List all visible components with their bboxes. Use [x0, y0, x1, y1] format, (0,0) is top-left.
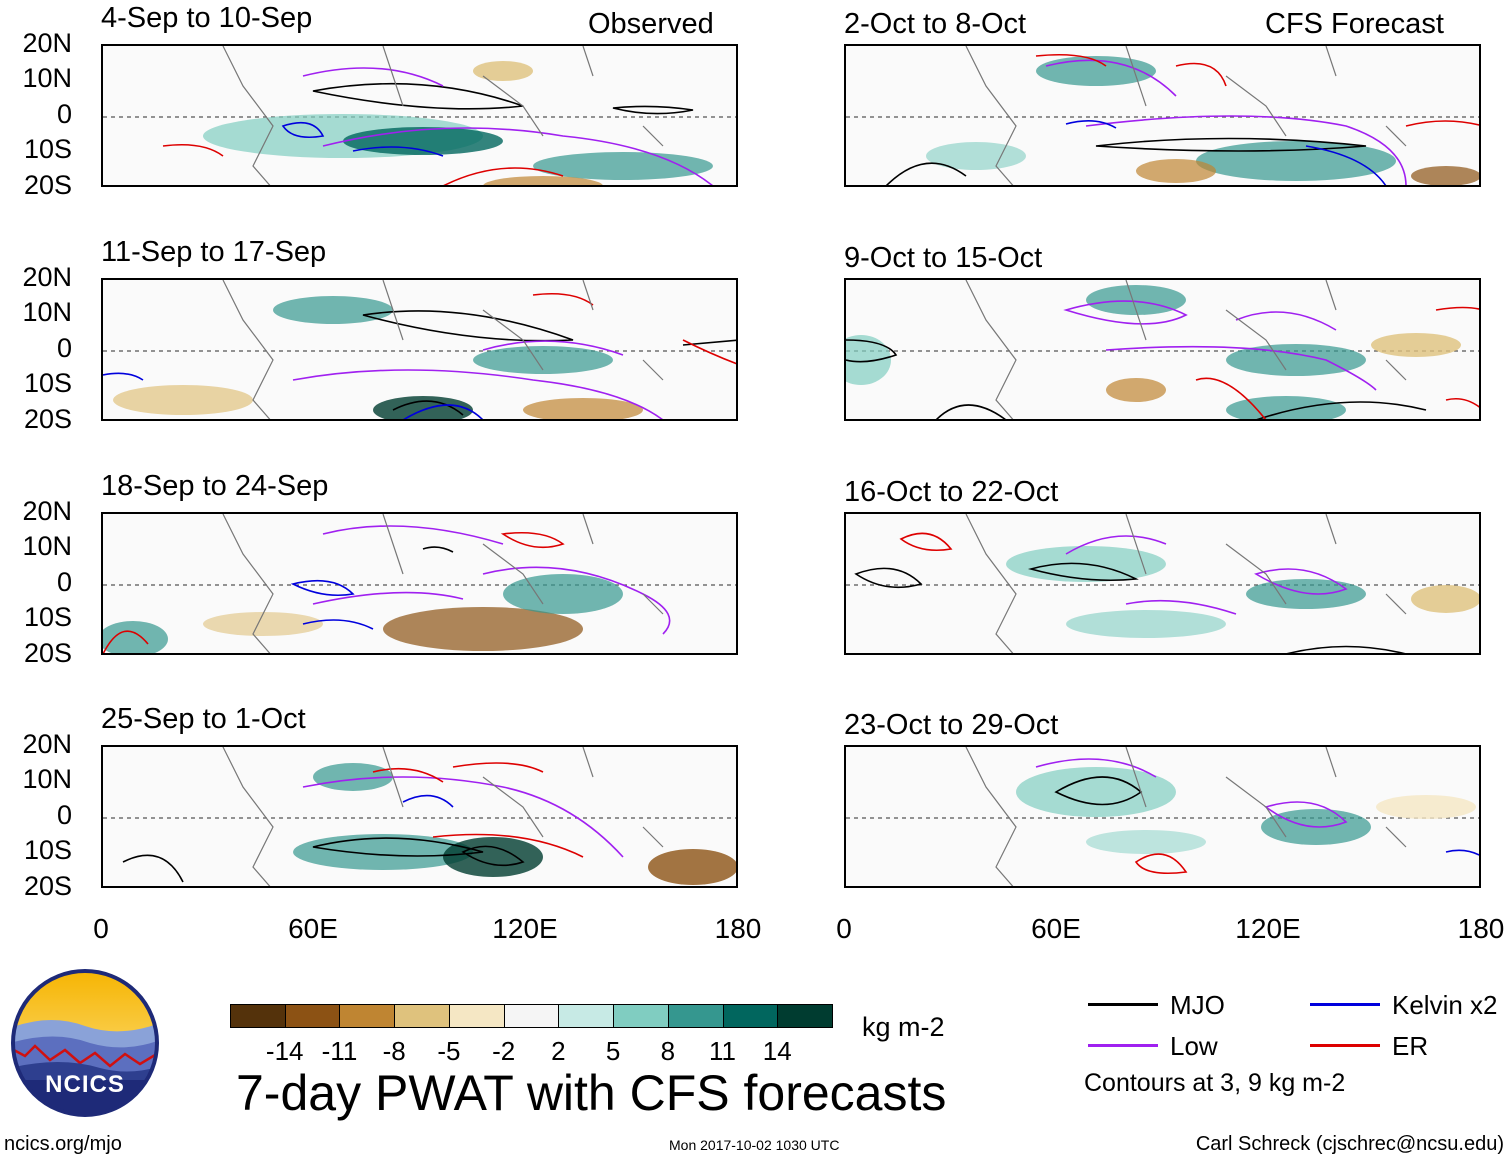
y-label-panel1-3: 10S	[23, 134, 72, 164]
colorbar-swatch-5	[503, 1004, 560, 1028]
y-label-panel1-0: 20N	[22, 28, 72, 58]
panel-title-fc-1: 2-Oct to 8-Oct	[844, 8, 1027, 40]
x-label-obs-180: 180	[714, 913, 762, 944]
map-obs-1-graphic	[103, 46, 736, 185]
y-label-panel4-3: 10S	[23, 835, 72, 865]
legend-er-line	[1310, 1044, 1380, 1047]
map-fc-1-graphic	[846, 46, 1479, 185]
colorbar-tick-label: -2	[492, 1036, 516, 1066]
legend-er-label: ER	[1392, 1031, 1429, 1061]
x-label-fc-0: 0	[836, 913, 852, 944]
legend-mjo-line	[1088, 1003, 1158, 1006]
colorbar-swatch-2	[339, 1004, 396, 1028]
legend-mjo-label: MJO	[1170, 990, 1225, 1020]
colorbar-tick-label: 5	[605, 1036, 621, 1066]
ncics-logo[interactable]: NCICS	[10, 968, 160, 1118]
colorbar-tick-label: 2	[551, 1036, 566, 1066]
ncics-logo-graphic	[11, 969, 159, 1117]
y-label-panel3-2: 0	[56, 567, 72, 597]
colorbar-swatch-3	[394, 1004, 450, 1028]
footer-site[interactable]: ncics.org/mjo	[4, 1133, 122, 1155]
map-obs-2-graphic	[103, 280, 736, 419]
legend-kelvin-line	[1310, 1003, 1380, 1006]
legend-note: Contours at 3, 9 kg m-2	[1084, 1069, 1346, 1097]
panel-title-obs-3: 18-Sep to 24-Sep	[101, 470, 329, 502]
y-label-panel1-4: 20S	[23, 170, 72, 200]
logo-text: NCICS	[45, 1071, 125, 1098]
x-label-fc-180: 180	[1457, 913, 1505, 944]
y-label-panel3-4: 20S	[23, 638, 72, 668]
y-label-panel2-4: 20S	[23, 404, 72, 434]
map-fc-2-graphic	[846, 280, 1479, 419]
colorbar-swatch-6	[558, 1004, 615, 1028]
colorbar-swatch-0	[230, 1004, 286, 1028]
colorbar-swatch-8	[667, 1004, 724, 1028]
x-label-fc-60e: 60E	[1031, 913, 1081, 944]
map-fc-4	[844, 745, 1481, 888]
legend-kelvin-label: Kelvin x2	[1392, 990, 1498, 1020]
y-label-panel2-0: 20N	[22, 262, 72, 292]
map-fc-4-graphic	[846, 747, 1479, 886]
colorbar-swatch-10	[777, 1004, 833, 1028]
colorbar-tick-label: -14	[265, 1036, 304, 1066]
colorbar-tick-label: -11	[321, 1036, 358, 1066]
x-label-obs-0: 0	[93, 913, 109, 944]
forecast-label: CFS Forecast	[1265, 8, 1444, 40]
colorbar-tick-label: -5	[437, 1036, 461, 1066]
map-obs-4	[101, 745, 738, 888]
map-fc-1	[844, 44, 1481, 187]
colorbar-swatch-7	[613, 1004, 669, 1028]
legend-low-line	[1088, 1044, 1158, 1047]
panel-title-fc-3: 16-Oct to 22-Oct	[844, 476, 1059, 508]
footer-timestamp: Mon 2017-10-02 1030 UTC	[669, 1137, 840, 1153]
colorbar-tick-label: 8	[660, 1036, 676, 1066]
map-fc-2	[844, 278, 1481, 421]
colorbar-swatch-9	[722, 1004, 779, 1028]
map-obs-3	[101, 512, 738, 655]
y-label-panel1-2: 0	[56, 99, 72, 129]
colorbar-unit: kg m-2	[862, 1012, 945, 1042]
panel-title-fc-4: 23-Oct to 29-Oct	[844, 709, 1059, 741]
x-label-obs-60e: 60E	[288, 913, 338, 944]
y-label-panel3-1: 10N	[22, 531, 72, 561]
map-fc-3	[844, 512, 1481, 655]
colorbar-swatch-4	[448, 1004, 505, 1028]
y-label-panel4-2: 0	[56, 800, 72, 830]
panel-title-obs-2: 11-Sep to 17-Sep	[101, 236, 327, 268]
y-label-panel4-0: 20N	[22, 729, 72, 759]
colorbar-tick-label: 11	[709, 1036, 737, 1066]
colorbar-tick-label: 14	[762, 1036, 792, 1066]
map-fc-3-graphic	[846, 514, 1479, 653]
colorbar-tick-label: -8	[382, 1036, 406, 1066]
x-label-obs-120e: 120E	[492, 913, 558, 944]
panel-title-obs-4: 25-Sep to 1-Oct	[101, 703, 306, 735]
legend-low-label: Low	[1170, 1031, 1218, 1061]
footer-credit: Carl Schreck (cjschrec@ncsu.edu)	[1195, 1133, 1504, 1155]
y-label-panel3-3: 10S	[23, 602, 72, 632]
y-label-panel2-2: 0	[56, 333, 72, 363]
y-label-panel1-1: 10N	[22, 63, 72, 93]
panel-title-fc-2: 9-Oct to 15-Oct	[844, 242, 1043, 274]
x-label-fc-120e: 120E	[1235, 913, 1301, 944]
y-label-panel4-4: 20S	[23, 871, 72, 901]
colorbar-swatch-1	[284, 1004, 341, 1028]
map-obs-1	[101, 44, 738, 187]
y-label-panel2-1: 10N	[22, 297, 72, 327]
y-label-panel3-0: 20N	[22, 496, 72, 526]
y-label-panel2-3: 10S	[23, 368, 72, 398]
map-obs-4-graphic	[103, 747, 736, 886]
map-obs-2	[101, 278, 738, 421]
map-obs-3-graphic	[103, 514, 736, 653]
observed-label: Observed	[588, 8, 714, 40]
main-title: 7-day PWAT with CFS forecasts	[236, 1065, 947, 1121]
y-label-panel4-1: 10N	[22, 764, 72, 794]
panel-title-obs-1: 4-Sep to 10-Sep	[101, 2, 313, 34]
